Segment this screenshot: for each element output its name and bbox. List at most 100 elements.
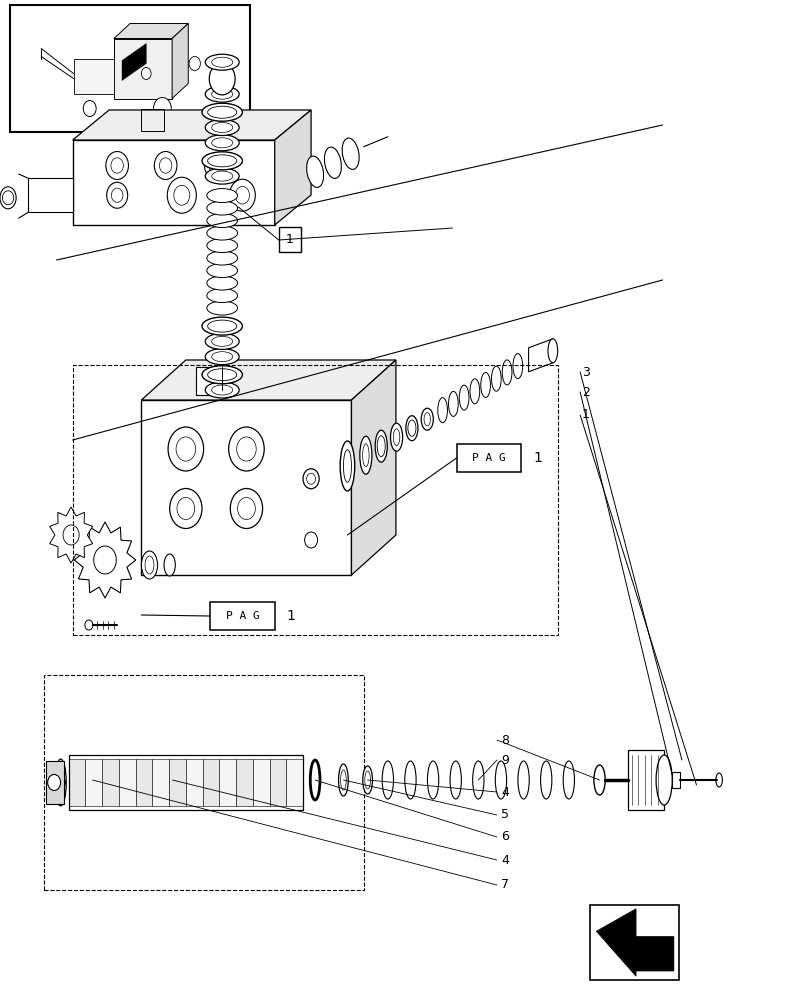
Ellipse shape <box>470 379 480 404</box>
Bar <box>119 759 136 806</box>
Text: 4: 4 <box>501 786 509 798</box>
Ellipse shape <box>212 57 233 67</box>
Polygon shape <box>141 400 351 575</box>
Ellipse shape <box>207 239 238 253</box>
Ellipse shape <box>207 214 238 228</box>
Text: 9: 9 <box>501 754 509 766</box>
Text: 1: 1 <box>287 609 296 623</box>
Ellipse shape <box>205 168 239 184</box>
Circle shape <box>305 532 318 548</box>
Circle shape <box>154 151 177 180</box>
Ellipse shape <box>212 171 233 181</box>
Text: P A G: P A G <box>472 453 506 463</box>
Polygon shape <box>628 750 664 810</box>
Ellipse shape <box>364 771 370 789</box>
Polygon shape <box>114 23 188 38</box>
Circle shape <box>189 56 200 70</box>
Polygon shape <box>114 38 172 99</box>
Bar <box>136 759 153 806</box>
Polygon shape <box>49 507 93 563</box>
Bar <box>590 905 679 980</box>
Circle shape <box>177 497 195 520</box>
Circle shape <box>174 185 190 205</box>
Bar <box>69 759 86 806</box>
Circle shape <box>112 188 123 202</box>
Ellipse shape <box>205 54 239 70</box>
Ellipse shape <box>202 366 242 384</box>
Ellipse shape <box>306 156 324 187</box>
Ellipse shape <box>205 333 239 349</box>
Text: 5: 5 <box>501 808 509 822</box>
Circle shape <box>230 488 263 528</box>
Ellipse shape <box>340 441 355 491</box>
Bar <box>153 759 169 806</box>
Ellipse shape <box>377 436 385 457</box>
Text: 6: 6 <box>501 830 509 844</box>
Ellipse shape <box>594 765 605 795</box>
Ellipse shape <box>360 436 372 474</box>
Ellipse shape <box>202 103 242 121</box>
Ellipse shape <box>421 408 433 430</box>
Ellipse shape <box>205 382 239 398</box>
Bar <box>457 444 521 472</box>
Polygon shape <box>351 360 396 575</box>
Ellipse shape <box>473 761 484 799</box>
Text: 2: 2 <box>582 385 590 398</box>
Ellipse shape <box>207 289 238 303</box>
Ellipse shape <box>205 119 239 135</box>
Ellipse shape <box>202 152 242 170</box>
Ellipse shape <box>207 189 238 203</box>
Polygon shape <box>172 23 188 99</box>
Ellipse shape <box>207 301 238 315</box>
Ellipse shape <box>212 385 233 395</box>
Bar <box>10 5 250 132</box>
Ellipse shape <box>438 398 448 423</box>
Ellipse shape <box>212 122 233 132</box>
Ellipse shape <box>207 201 238 215</box>
Ellipse shape <box>393 429 400 446</box>
Circle shape <box>238 497 255 520</box>
Ellipse shape <box>310 760 320 800</box>
Polygon shape <box>596 909 674 976</box>
Ellipse shape <box>207 226 238 240</box>
Text: 3: 3 <box>582 365 590 378</box>
Circle shape <box>303 469 319 489</box>
Circle shape <box>209 63 235 95</box>
Ellipse shape <box>212 352 233 362</box>
Circle shape <box>63 525 79 545</box>
Circle shape <box>106 151 128 180</box>
Circle shape <box>94 546 116 574</box>
Ellipse shape <box>85 620 93 630</box>
Ellipse shape <box>481 372 490 397</box>
Ellipse shape <box>518 761 529 799</box>
Ellipse shape <box>164 554 175 576</box>
Bar <box>86 759 102 806</box>
Text: 7: 7 <box>501 879 509 892</box>
Bar <box>73 365 558 635</box>
Text: 8: 8 <box>501 734 509 746</box>
Bar <box>286 759 303 806</box>
Ellipse shape <box>405 761 416 799</box>
Bar <box>253 759 270 806</box>
Ellipse shape <box>448 391 458 416</box>
Ellipse shape <box>154 98 171 119</box>
Ellipse shape <box>424 413 431 426</box>
Circle shape <box>141 68 151 80</box>
Ellipse shape <box>491 366 501 391</box>
Bar <box>219 759 236 806</box>
Ellipse shape <box>83 101 96 116</box>
Text: 1: 1 <box>533 451 542 465</box>
Circle shape <box>204 153 224 178</box>
Bar <box>141 109 164 131</box>
Bar <box>69 755 303 810</box>
Circle shape <box>107 182 128 208</box>
Circle shape <box>229 427 264 471</box>
Ellipse shape <box>141 551 158 579</box>
Circle shape <box>56 776 65 788</box>
Ellipse shape <box>363 766 372 794</box>
Polygon shape <box>73 110 311 140</box>
Polygon shape <box>275 110 311 225</box>
Ellipse shape <box>513 354 523 379</box>
Bar <box>186 759 203 806</box>
Ellipse shape <box>205 86 239 102</box>
